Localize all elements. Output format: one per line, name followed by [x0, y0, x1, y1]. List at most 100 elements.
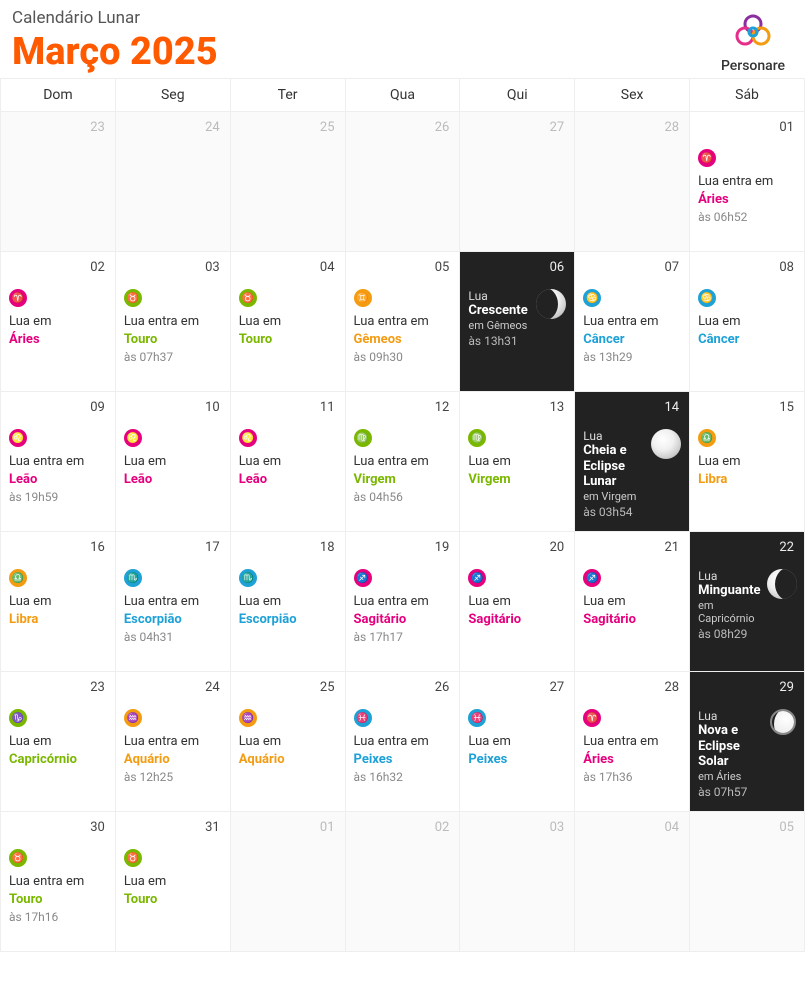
- day-cell[interactable]: 06LuaCrescenteem Gêmeosàs 13h31: [460, 252, 575, 392]
- day-cell[interactable]: 24♒Lua entra em Aquárioàs 12h25: [115, 672, 230, 812]
- day-number: 30: [9, 820, 107, 835]
- moon-desc: Lua entra em Peixes: [354, 733, 452, 768]
- moon-icon: [770, 709, 796, 735]
- day-cell[interactable]: 08♋Lua em Câncer: [690, 252, 805, 392]
- day-number: 22: [698, 540, 796, 555]
- day-cell[interactable]: 10♌Lua em Leão: [115, 392, 230, 532]
- day-cell[interactable]: 16♎Lua em Libra: [1, 532, 116, 672]
- day-number: 16: [9, 540, 107, 555]
- moon-desc: Lua em Aquário: [239, 733, 337, 768]
- day-number: 21: [583, 540, 681, 555]
- day-cell[interactable]: 25: [230, 112, 345, 252]
- day-number: 28: [583, 120, 681, 135]
- day-cell[interactable]: 04: [575, 812, 690, 952]
- sign-icon: ♉: [124, 289, 142, 307]
- sign-name: Leão: [9, 471, 107, 489]
- day-number: 05: [698, 820, 796, 835]
- sign-icon: ♉: [124, 849, 142, 867]
- moon-desc: Lua em Touro: [124, 873, 222, 908]
- sign-icon: ♉: [9, 849, 27, 867]
- day-cell[interactable]: 28: [575, 112, 690, 252]
- entry-time: às 17h36: [583, 770, 681, 784]
- entry-time: às 12h25: [124, 770, 222, 784]
- day-cell[interactable]: 29LuaNova e Eclipse Solarem Áriesàs 07h5…: [690, 672, 805, 812]
- brand-logo: Personare: [713, 8, 793, 74]
- day-cell[interactable]: 11♌Lua em Leão: [230, 392, 345, 532]
- sign-name: Áries: [698, 191, 796, 209]
- sign-name: Touro: [124, 891, 222, 909]
- day-cell[interactable]: 02: [345, 812, 460, 952]
- day-number: 08: [698, 260, 796, 275]
- day-cell[interactable]: 04♉Lua em Touro: [230, 252, 345, 392]
- moon-icon: [767, 569, 797, 599]
- phase-label: Lua: [698, 709, 764, 723]
- sign-icon: ♈: [698, 149, 716, 167]
- entry-time: às 09h30: [354, 350, 452, 364]
- day-cell[interactable]: 21♐Lua em Sagitário: [575, 532, 690, 672]
- day-cell[interactable]: 03♉Lua entra em Touroàs 07h37: [115, 252, 230, 392]
- day-cell[interactable]: 27: [460, 112, 575, 252]
- moon-desc: Lua em Sagitário: [468, 593, 566, 628]
- moon-desc: Lua em Leão: [124, 453, 222, 488]
- dow-cell: Sáb: [690, 79, 805, 112]
- day-cell[interactable]: 27♓Lua em Peixes: [460, 672, 575, 812]
- day-number: 03: [124, 260, 222, 275]
- day-cell[interactable]: 24: [115, 112, 230, 252]
- sign-name: Áries: [583, 751, 681, 769]
- sign-icon: ♎: [9, 569, 27, 587]
- day-number: 26: [354, 680, 452, 695]
- sign-name: Câncer: [698, 331, 796, 349]
- day-cell[interactable]: 28♈Lua entra em Áriesàs 17h36: [575, 672, 690, 812]
- day-cell[interactable]: 12♍Lua entra em Virgemàs 04h56: [345, 392, 460, 532]
- sign-name: Touro: [239, 331, 337, 349]
- day-cell[interactable]: 23♑Lua em Capricórnio: [1, 672, 116, 812]
- day-number: 25: [239, 680, 337, 695]
- day-cell[interactable]: 13♍Lua em Virgem: [460, 392, 575, 532]
- day-cell[interactable]: 23: [1, 112, 116, 252]
- sign-name: Touro: [124, 331, 222, 349]
- day-number: 13: [468, 400, 566, 415]
- day-cell[interactable]: 05♊Lua entra em Gêmeosàs 09h30: [345, 252, 460, 392]
- day-cell[interactable]: 22LuaMinguanteem Capricórnioàs 08h29: [690, 532, 805, 672]
- sign-name: Sagitário: [354, 611, 452, 629]
- subtitle: Calendário Lunar: [12, 8, 218, 28]
- sign-name: Áries: [9, 331, 107, 349]
- day-cell[interactable]: 15♎Lua em Libra: [690, 392, 805, 532]
- phase-label: Lua: [583, 429, 645, 443]
- dow-cell: Qua: [345, 79, 460, 112]
- day-cell[interactable]: 25♒Lua em Aquário: [230, 672, 345, 812]
- day-cell[interactable]: 17♏Lua entra em Escorpiãoàs 04h31: [115, 532, 230, 672]
- sign-icon: ♋: [583, 289, 601, 307]
- day-cell[interactable]: 01: [230, 812, 345, 952]
- day-number: 24: [124, 680, 222, 695]
- day-cell[interactable]: 02♈Lua em Áries: [1, 252, 116, 392]
- day-cell[interactable]: 31♉Lua em Touro: [115, 812, 230, 952]
- day-cell[interactable]: 18♏Lua em Escorpião: [230, 532, 345, 672]
- entry-time: às 16h32: [354, 770, 452, 784]
- day-cell[interactable]: 19♐Lua entra em Sagitárioàs 17h17: [345, 532, 460, 672]
- entry-time: às 19h59: [9, 490, 107, 504]
- day-cell[interactable]: 01♈Lua entra em Áriesàs 06h52: [690, 112, 805, 252]
- phase-sign: em Virgem: [583, 490, 645, 503]
- day-cell[interactable]: 05: [690, 812, 805, 952]
- sign-name: Leão: [124, 471, 222, 489]
- sign-name: Gêmeos: [354, 331, 452, 349]
- day-number: 15: [698, 400, 796, 415]
- day-cell[interactable]: 26: [345, 112, 460, 252]
- sign-icon: ♓: [468, 709, 486, 727]
- day-number: 07: [583, 260, 681, 275]
- moon-desc: Lua em Virgem: [468, 453, 566, 488]
- day-cell[interactable]: 26♓Lua entra em Peixesàs 16h32: [345, 672, 460, 812]
- sign-icon: ♐: [354, 569, 372, 587]
- day-cell[interactable]: 30♉Lua entra em Touroàs 17h16: [1, 812, 116, 952]
- dow-cell: Qui: [460, 79, 575, 112]
- day-cell[interactable]: 03: [460, 812, 575, 952]
- day-cell[interactable]: 07♋Lua entra em Cânceràs 13h29: [575, 252, 690, 392]
- day-cell[interactable]: 14LuaCheia e Eclipse Lunarem Virgemàs 03…: [575, 392, 690, 532]
- day-number: 27: [468, 680, 566, 695]
- sign-name: Aquário: [124, 751, 222, 769]
- sign-name: Escorpião: [124, 611, 222, 629]
- day-number: 17: [124, 540, 222, 555]
- day-cell[interactable]: 09♌Lua entra em Leãoàs 19h59: [1, 392, 116, 532]
- day-cell[interactable]: 20♐Lua em Sagitário: [460, 532, 575, 672]
